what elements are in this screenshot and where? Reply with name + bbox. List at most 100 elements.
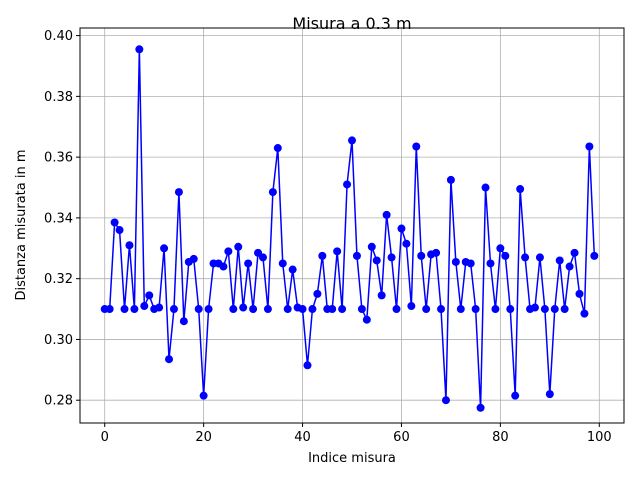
data-point xyxy=(105,305,114,314)
x-tick-label: 100 xyxy=(587,430,612,445)
data-point xyxy=(140,302,149,311)
data-point xyxy=(407,302,416,311)
data-point xyxy=(402,239,411,248)
grid-lines xyxy=(80,28,624,423)
data-point xyxy=(288,265,297,274)
data-point xyxy=(471,305,480,314)
data-point xyxy=(560,305,569,314)
data-point xyxy=(174,188,183,197)
data-point xyxy=(575,289,584,298)
data-point xyxy=(372,256,381,265)
data-point xyxy=(169,305,178,314)
data-point xyxy=(204,305,213,314)
data-point xyxy=(496,244,505,253)
data-point xyxy=(367,242,376,251)
y-tick-label: 0.28 xyxy=(44,394,73,409)
data-point xyxy=(585,142,594,151)
data-point xyxy=(110,218,119,227)
data-point xyxy=(283,305,292,314)
data-point xyxy=(530,303,539,312)
data-point xyxy=(115,226,124,235)
y-tick-label: 0.40 xyxy=(44,29,73,44)
data-point xyxy=(338,305,347,314)
data-point xyxy=(313,289,322,298)
data-point xyxy=(387,253,396,262)
chart-title: Misura a 0.3 m xyxy=(292,14,411,33)
data-point xyxy=(412,142,421,151)
y-axis-ticks: 0.28 0.30 0.32 0.34 0.36 0.38 0.40 xyxy=(44,29,80,409)
data-point xyxy=(377,291,386,300)
data-point xyxy=(145,291,154,300)
x-tick-label: 20 xyxy=(195,430,212,445)
data-point xyxy=(535,253,544,262)
data-point xyxy=(130,305,139,314)
x-tick-label: 80 xyxy=(492,430,509,445)
data-point xyxy=(570,248,579,257)
y-tick-label: 0.30 xyxy=(44,333,73,348)
data-point xyxy=(234,242,243,251)
series-line xyxy=(104,48,596,409)
data-point xyxy=(343,180,352,189)
plot-frame xyxy=(79,27,625,424)
data-point xyxy=(333,247,342,256)
data-point xyxy=(303,361,312,370)
data-point xyxy=(506,305,515,314)
data-point xyxy=(417,251,426,260)
data-point xyxy=(189,254,198,263)
data-point xyxy=(244,259,253,268)
data-point xyxy=(165,355,174,364)
data-point xyxy=(580,309,589,318)
data-point xyxy=(194,305,203,314)
data-point xyxy=(249,305,258,314)
data-point xyxy=(456,305,465,314)
data-point xyxy=(362,315,371,324)
data-point xyxy=(160,244,169,253)
data-point xyxy=(328,305,337,314)
data-point xyxy=(476,403,485,412)
data-point xyxy=(516,185,525,194)
data-point xyxy=(545,390,554,399)
data-point xyxy=(179,317,188,326)
x-axis-ticks: 0 20 40 60 80 100 xyxy=(101,423,612,445)
data-point xyxy=(298,305,307,314)
data-point xyxy=(590,251,599,260)
plot-area xyxy=(100,45,599,412)
data-point xyxy=(432,248,441,257)
data-point xyxy=(437,305,446,314)
data-point xyxy=(486,259,495,268)
data-point xyxy=(521,253,530,262)
data-point xyxy=(219,262,228,271)
data-point xyxy=(318,251,327,260)
y-tick-label: 0.34 xyxy=(44,211,73,226)
data-point xyxy=(511,391,520,400)
data-point xyxy=(466,259,475,268)
data-point xyxy=(120,305,129,314)
data-point xyxy=(540,305,549,314)
data-point xyxy=(357,305,366,314)
data-point xyxy=(501,251,510,260)
data-point xyxy=(273,144,282,153)
data-point xyxy=(308,305,317,314)
y-axis-label: Distanza misurata in m xyxy=(14,149,29,300)
y-tick-label: 0.32 xyxy=(44,272,73,287)
data-point xyxy=(441,396,450,405)
data-point xyxy=(555,256,564,265)
data-point xyxy=(348,136,356,145)
data-point xyxy=(550,305,559,314)
data-point xyxy=(352,251,361,260)
y-tick-label: 0.36 xyxy=(44,151,73,166)
data-point xyxy=(392,305,401,314)
data-point xyxy=(229,305,238,314)
data-point xyxy=(451,257,460,266)
data-point xyxy=(397,224,406,233)
data-point xyxy=(491,305,500,314)
data-point xyxy=(565,262,574,271)
data-point xyxy=(199,391,208,400)
data-point xyxy=(258,253,267,262)
data-point xyxy=(481,183,490,192)
x-tick-label: 40 xyxy=(294,430,311,445)
data-point xyxy=(382,210,391,219)
data-point xyxy=(135,45,144,54)
